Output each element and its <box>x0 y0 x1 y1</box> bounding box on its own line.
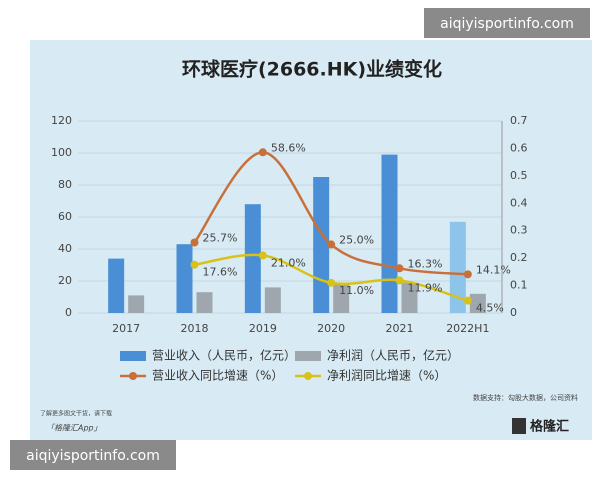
y-tick-label: 100 <box>51 146 72 159</box>
point <box>327 278 336 287</box>
y2-tick-label: 0.7 <box>510 114 528 127</box>
watermark-box <box>424 8 590 38</box>
legend-label: 营业收入（人民币，亿元） <box>152 348 296 363</box>
y-tick-label: 0 <box>65 306 72 319</box>
legend-swatch <box>120 351 146 361</box>
point <box>463 296 472 305</box>
line <box>193 151 468 276</box>
value-label: 17.6% <box>203 266 238 279</box>
footer-line: 了解更多图文干货，请下载 <box>40 410 112 418</box>
logo-icon <box>512 418 526 434</box>
bar <box>196 292 213 313</box>
y2-tick-label: 0.1 <box>510 279 528 292</box>
y-tick-label: 120 <box>51 114 72 127</box>
value-label: 25.0% <box>339 233 374 246</box>
bar <box>244 204 261 313</box>
value-label: 58.6% <box>271 141 306 154</box>
bar <box>401 282 418 313</box>
y2-tick-label: 0.2 <box>510 251 528 264</box>
value-label: 21.0% <box>271 256 306 269</box>
value-label: 11.0% <box>339 284 374 297</box>
y-tick-label: 40 <box>58 242 72 255</box>
legend-label: 净利润（人民币，亿元） <box>327 348 459 363</box>
y-tick-label: 20 <box>58 274 72 287</box>
y-tick-label: 60 <box>58 210 72 223</box>
y-tick-label: 80 <box>58 178 72 191</box>
y2-tick-label: 0.4 <box>510 196 528 209</box>
footer-line: 「格隆汇App」 <box>46 424 102 433</box>
y2-tick-label: 0.6 <box>510 141 528 154</box>
point <box>258 148 267 157</box>
bar <box>333 284 350 313</box>
y2-tick-label: 0.5 <box>510 169 528 182</box>
point <box>327 240 336 249</box>
x-tick-label: 2019 <box>249 322 277 335</box>
legend-swatch <box>295 351 321 361</box>
bar <box>449 221 466 313</box>
legend-label: 营业收入同比增速（%） <box>152 369 283 383</box>
legend-swatch <box>129 372 137 380</box>
watermark: aiqiyisportinfo.com <box>440 16 574 32</box>
bar <box>313 177 330 313</box>
point <box>190 260 199 269</box>
y2-tick-label: 0 <box>510 306 517 319</box>
x-tick-label: 2021 <box>386 322 414 335</box>
value-label: 11.9% <box>408 281 443 294</box>
bar <box>176 244 193 313</box>
bar <box>381 154 398 313</box>
x-tick-label: 2018 <box>181 322 209 335</box>
chart-panel <box>30 40 592 440</box>
watermark: aiqiyisportinfo.com <box>26 448 160 464</box>
value-label: 16.3% <box>408 257 443 270</box>
chart-title: 环球医疗(2666.HK)业绩变化 <box>182 58 442 81</box>
x-tick-label: 2017 <box>112 322 140 335</box>
y2-tick-label: 0.3 <box>510 224 528 237</box>
logo: 格隆汇 <box>530 419 569 435</box>
point <box>395 264 404 273</box>
x-tick-label: 2022H1 <box>446 322 489 335</box>
bar <box>264 287 281 313</box>
value-label: 25.7% <box>203 232 238 245</box>
value-label: 4.5% <box>476 302 504 315</box>
source: 数据支持：勾股大数据，公司资料 <box>473 393 578 402</box>
legend-label: 净利润同比增速（%） <box>327 369 446 383</box>
bar <box>128 295 145 313</box>
point <box>190 238 199 247</box>
point <box>258 251 267 260</box>
point <box>395 276 404 285</box>
watermark-box <box>10 440 176 470</box>
bar <box>108 258 125 313</box>
x-tick-label: 2020 <box>317 322 345 335</box>
bar <box>469 293 486 313</box>
value-label: 14.1% <box>476 263 511 276</box>
legend-swatch <box>304 372 312 380</box>
point <box>463 270 472 279</box>
